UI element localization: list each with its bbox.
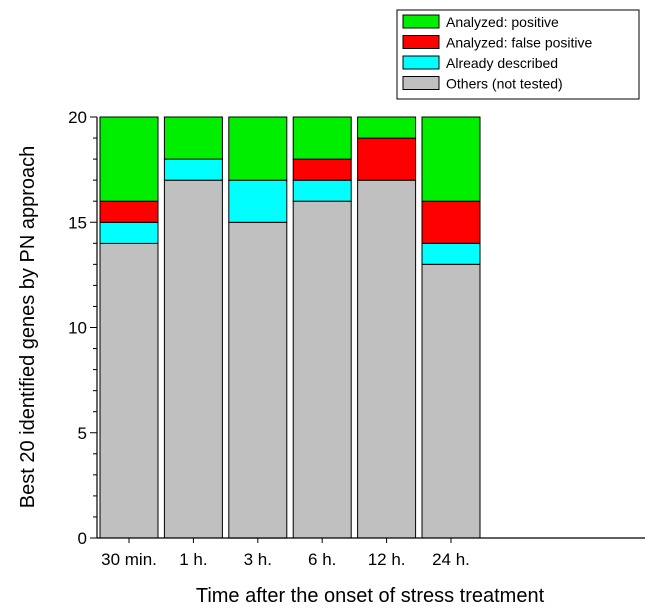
legend-swatch	[402, 55, 440, 70]
x-tick-label: 12 h.	[368, 550, 406, 569]
legend-label: Others (not tested)	[446, 76, 563, 92]
bar-segment	[99, 242, 159, 539]
bar-segment	[292, 200, 352, 539]
bar-segment	[228, 116, 288, 181]
bar-segment	[421, 116, 481, 202]
x-tick-label: 30 min.	[101, 550, 157, 569]
y-tick-label: 15	[68, 213, 87, 232]
x-tick-label: 1 h.	[179, 550, 207, 569]
bar-segment	[357, 116, 417, 139]
legend-swatch	[402, 35, 440, 49]
legend-label: Analyzed: positive	[446, 14, 559, 30]
bar-segment	[292, 116, 352, 160]
x-axis-title: Time after the onset of stress treatment	[196, 585, 545, 607]
y-axis-title: Best 20 identified genes by PN approach	[17, 146, 39, 508]
bar-segment	[99, 221, 159, 244]
bar-segment	[99, 116, 159, 202]
bar-segment	[292, 158, 352, 181]
x-tick-label: 24 h.	[432, 550, 470, 569]
bar-segment	[421, 242, 481, 265]
bar-segment	[163, 116, 223, 160]
y-tick-label: 10	[68, 319, 87, 338]
bar-segment	[357, 137, 417, 181]
legend-swatch	[402, 76, 440, 90]
y-tick-label: 0	[78, 529, 87, 548]
bar-segment	[421, 200, 481, 244]
legend-swatch	[402, 14, 440, 29]
bar-segment	[228, 221, 288, 539]
x-tick-label: 3 h.	[244, 550, 272, 569]
x-tick-label: 6 h.	[308, 550, 336, 569]
bar-segment	[357, 179, 417, 539]
legend: Analyzed: positive Analyzed: false positi…	[396, 9, 640, 100]
bar-segment	[163, 158, 223, 181]
bar-segment	[99, 200, 159, 223]
y-ticks-group: 0 5 10 15 20	[68, 108, 97, 548]
legend-label: Already described	[446, 55, 558, 71]
x-ticks-group: 30 min. 1 h. 3 h. 6 h. 12 h. 24 h.	[101, 538, 470, 569]
y-tick-label: 5	[78, 424, 87, 443]
y-tick-label: 20	[68, 108, 87, 127]
bar-segment	[228, 179, 288, 223]
legend-label: Analyzed: false positive	[446, 35, 593, 51]
bars-group	[99, 116, 481, 539]
bar-segment	[292, 179, 352, 202]
bar-segment	[163, 179, 223, 539]
bar-segment	[421, 263, 481, 539]
